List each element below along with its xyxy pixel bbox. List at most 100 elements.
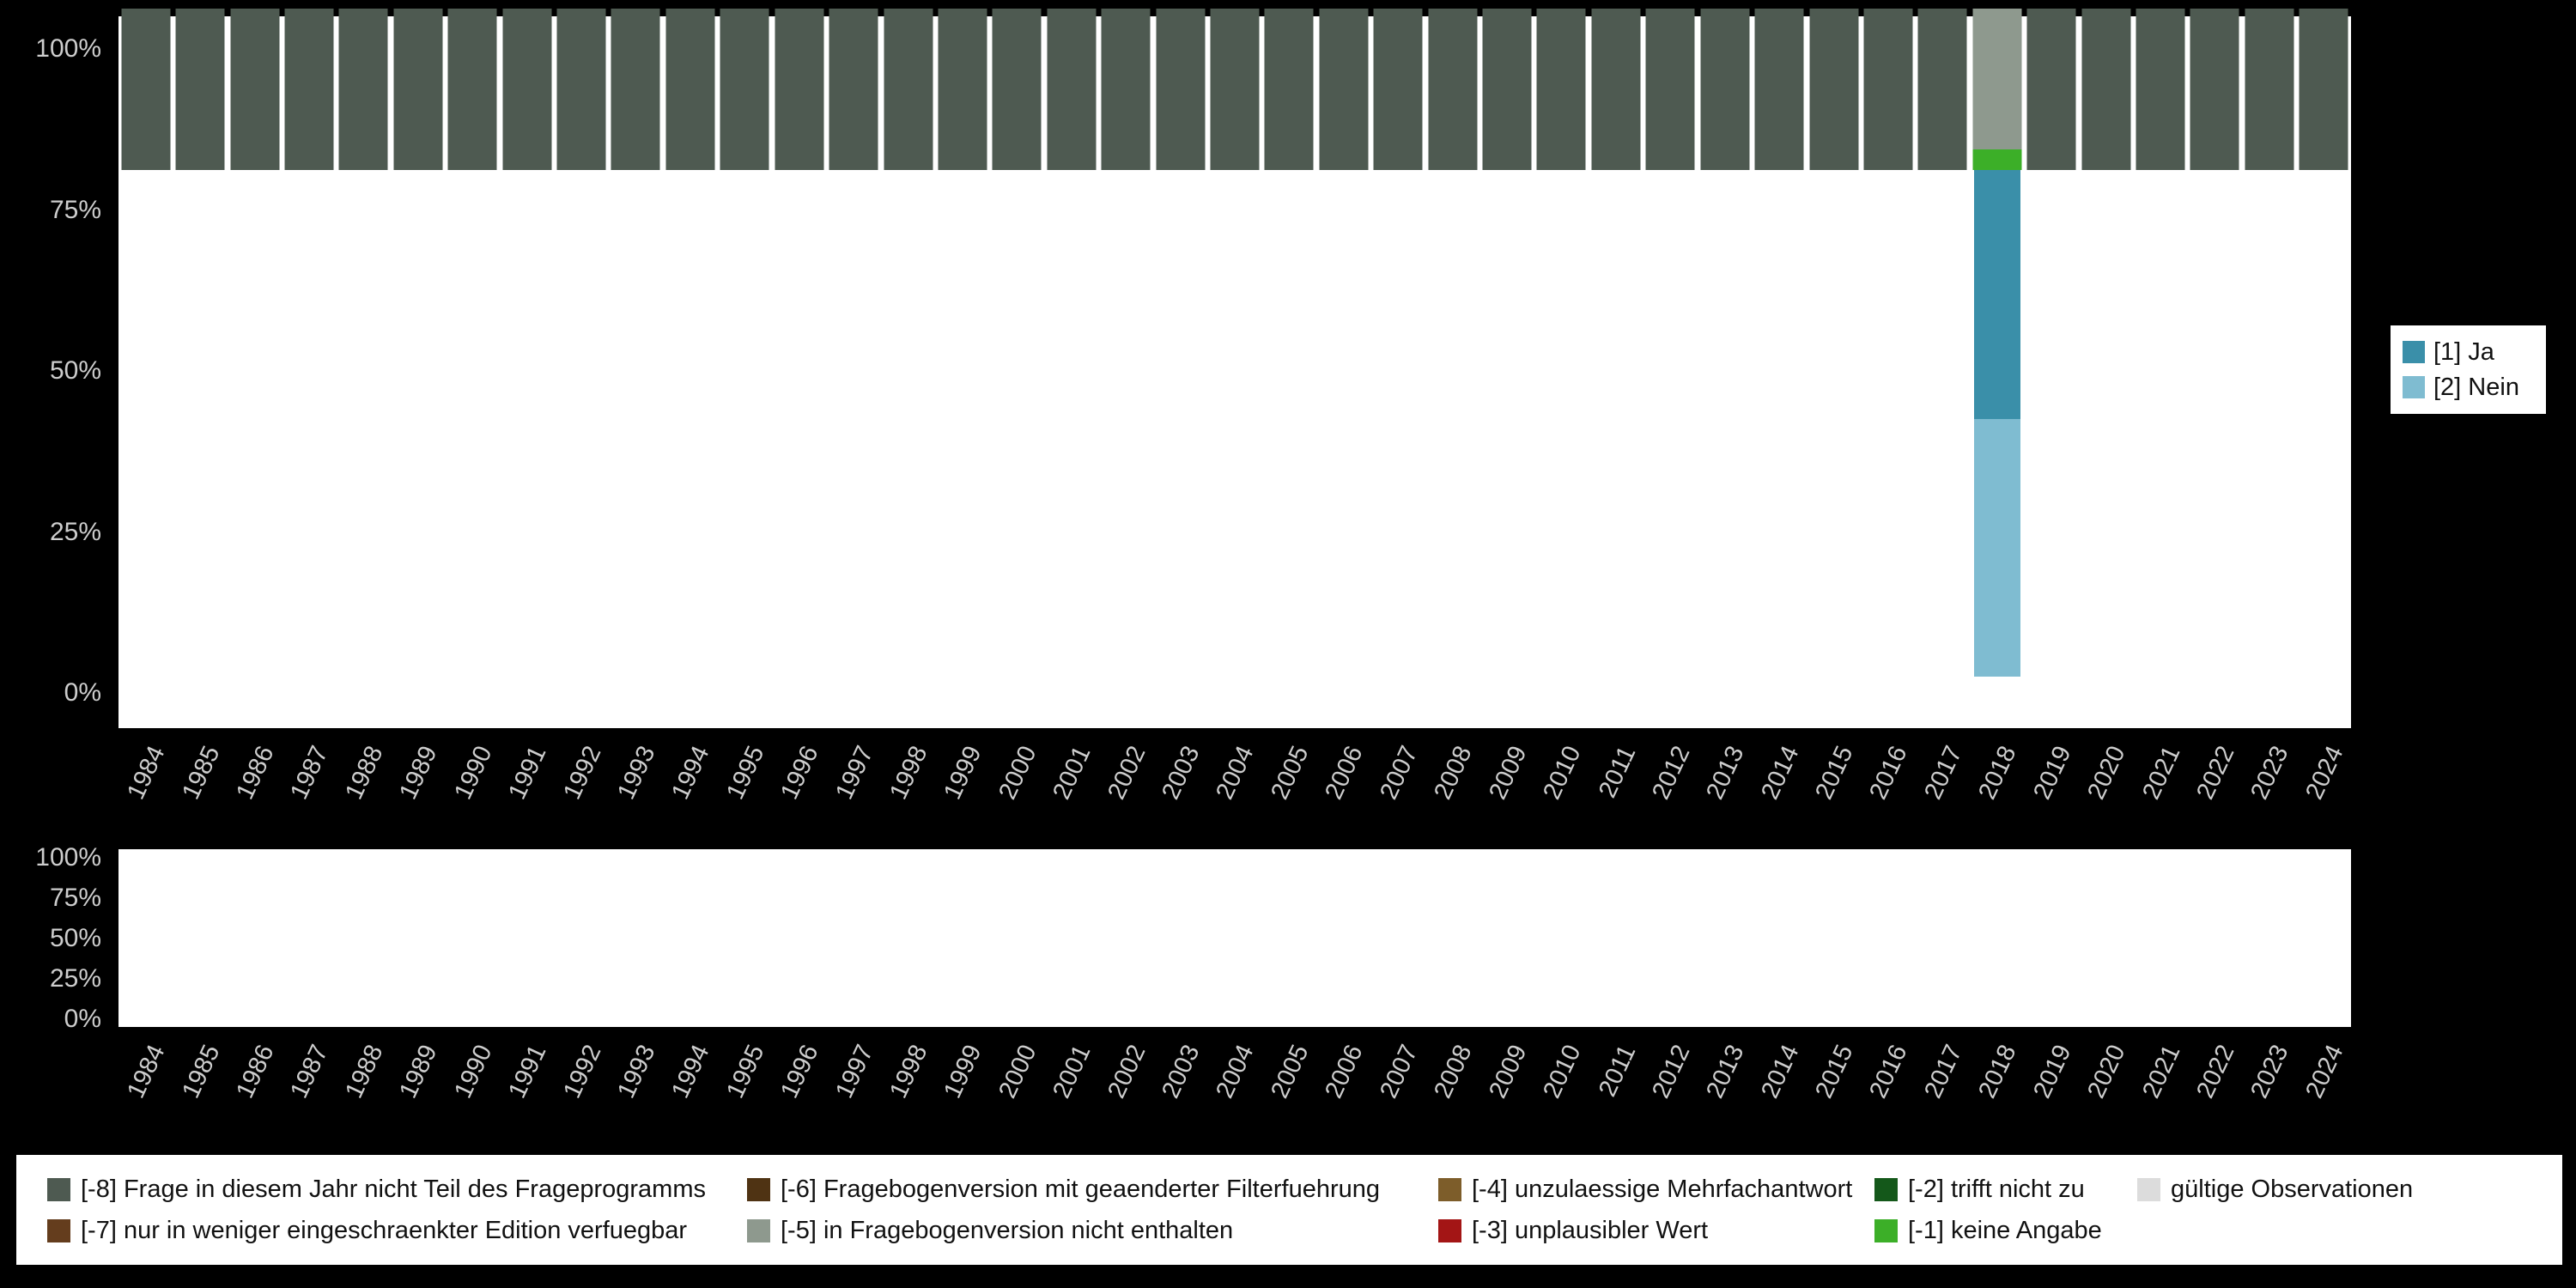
bar-segment bbox=[1754, 9, 1804, 170]
bar-2022 bbox=[2190, 9, 2239, 170]
x-tick-label: 1989 bbox=[394, 1041, 443, 1103]
x-tick-label: 2006 bbox=[1320, 1041, 1369, 1103]
x-tick-label: 2006 bbox=[1320, 742, 1369, 804]
missing-legend-item: [-4] unzulaessige Mehrfachantwort bbox=[1438, 1176, 1874, 1204]
bar-segment bbox=[1210, 9, 1260, 170]
bar-2007 bbox=[1373, 9, 1423, 170]
bar-2018 bbox=[1972, 9, 2022, 170]
missings-plot-area bbox=[118, 849, 2351, 1027]
bar-segment bbox=[1101, 9, 1151, 170]
bar-1995 bbox=[720, 9, 769, 170]
bar-2010 bbox=[1536, 9, 1586, 170]
bar-segment bbox=[992, 9, 1042, 170]
legend-item-nein: [2] Nein bbox=[2403, 374, 2546, 402]
x-tick-label: 1996 bbox=[775, 1041, 824, 1103]
x-tick-label: 1992 bbox=[557, 1041, 607, 1103]
x-tick-label: 2001 bbox=[1048, 742, 1097, 804]
bar-2001 bbox=[1047, 9, 1097, 170]
missing-legend-item: [-5] in Fragebogenversion nicht enthalte… bbox=[747, 1217, 1438, 1245]
x-tick-label: 2009 bbox=[1483, 1041, 1533, 1103]
x-tick-label: 2004 bbox=[1211, 742, 1261, 804]
x-tick-label: 2020 bbox=[2082, 742, 2131, 804]
x-tick-label: 2014 bbox=[1755, 742, 1805, 804]
x-tick-label: 1999 bbox=[939, 742, 987, 804]
x-tick-label: 1990 bbox=[448, 742, 498, 804]
x-tick-label: 1991 bbox=[503, 742, 552, 804]
bar-segment bbox=[1482, 9, 1532, 170]
bar-segment bbox=[1591, 9, 1641, 170]
y-tick-label: 50% bbox=[49, 924, 101, 952]
missing-codes-legend: [-8] Frage in diesem Jahr nicht Teil des… bbox=[16, 1155, 2562, 1265]
bar-segment bbox=[1156, 9, 1206, 170]
x-tick-label: 2022 bbox=[2191, 742, 2240, 804]
bar-1998 bbox=[884, 9, 933, 170]
bar-2013 bbox=[1700, 9, 1750, 170]
missing-legend-item: [-1] keine Angabe bbox=[1874, 1217, 2137, 1245]
x-tick-label: 2017 bbox=[1919, 742, 1968, 804]
bar-2015 bbox=[1809, 9, 1859, 170]
missings-y-axis: 100% 75% 50% 25% 0% bbox=[0, 844, 108, 1033]
x-tick-label: 1987 bbox=[285, 742, 334, 804]
bar-2005 bbox=[1264, 9, 1314, 170]
missing-legend-label: [-3] unplausibler Wert bbox=[1472, 1216, 1709, 1244]
legend-swatch-ja-icon bbox=[2403, 341, 2425, 363]
x-tick-label: 2023 bbox=[2245, 742, 2294, 804]
x-tick-label: 1989 bbox=[394, 742, 443, 804]
missing-legend-swatch-icon bbox=[1438, 1218, 1461, 1242]
missing-legend-item: [-6] Fragebogenversion mit geaenderter F… bbox=[747, 1176, 1438, 1204]
x-tick-label: 2009 bbox=[1483, 742, 1533, 804]
bar-segment bbox=[2136, 9, 2185, 170]
bar-segment bbox=[1047, 9, 1097, 170]
bar-1996 bbox=[775, 9, 824, 170]
x-tick-label: 2021 bbox=[2136, 742, 2186, 804]
bar-2008 bbox=[1428, 9, 1478, 170]
x-tick-label: 2012 bbox=[1647, 742, 1696, 804]
missing-legend-item: [-8] Frage in diesem Jahr nicht Teil des… bbox=[47, 1176, 747, 1204]
x-tick-label: 2019 bbox=[2027, 1041, 2077, 1103]
bar-2000 bbox=[992, 9, 1042, 170]
bar-2004 bbox=[1210, 9, 1260, 170]
bar-segment bbox=[829, 9, 878, 170]
bar-2019 bbox=[2026, 9, 2076, 170]
bar-1993 bbox=[611, 9, 660, 170]
x-tick-label: 1994 bbox=[666, 1041, 715, 1103]
x-tick-label: 2008 bbox=[1429, 742, 1478, 804]
x-tick-label: 2016 bbox=[1864, 1041, 1913, 1103]
bar-2002 bbox=[1101, 9, 1151, 170]
legend-item-ja: [1] Ja bbox=[2403, 338, 2546, 367]
legend-label-nein: [2] Nein bbox=[2433, 373, 2519, 401]
bar-segment bbox=[611, 9, 660, 170]
missing-legend-label: gültige Observationen bbox=[2171, 1175, 2414, 1203]
bar-2016 bbox=[1863, 9, 1913, 170]
bar-2023 bbox=[2245, 9, 2294, 170]
y-tick-label: 0% bbox=[64, 1005, 101, 1033]
x-tick-label: 2023 bbox=[2245, 1041, 2294, 1103]
missing-legend-item: gültige Observationen bbox=[2137, 1176, 2562, 1204]
bar-segment bbox=[1319, 9, 1369, 170]
bar-1994 bbox=[665, 9, 715, 170]
bar-segment bbox=[175, 9, 225, 170]
answers-x-axis: 1984 1985 1986 1987 1988 1989 1990 1991 1992 1993… bbox=[118, 735, 2351, 864]
bar-2020 bbox=[2081, 9, 2131, 170]
x-tick-label: 1991 bbox=[503, 1041, 552, 1103]
bar-1988 bbox=[338, 9, 388, 170]
y-tick-label: 25% bbox=[49, 517, 101, 546]
x-tick-label: 1997 bbox=[829, 742, 879, 804]
bar-2021 bbox=[2136, 9, 2185, 170]
x-tick-label: 2005 bbox=[1266, 1041, 1315, 1103]
x-tick-label: 2011 bbox=[1593, 742, 1641, 803]
x-tick-label: 1992 bbox=[557, 742, 607, 804]
bar-1989 bbox=[393, 9, 443, 170]
bar-segment bbox=[1264, 9, 1314, 170]
missing-legend-label: [-8] Frage in diesem Jahr nicht Teil des… bbox=[81, 1175, 706, 1203]
missing-legend-swatch-icon bbox=[747, 1177, 770, 1201]
bar-segment bbox=[2245, 9, 2294, 170]
bar-segment bbox=[938, 9, 987, 170]
bar-segment bbox=[1536, 9, 1586, 170]
x-tick-label: 2013 bbox=[1701, 742, 1750, 804]
missing-legend-item: [-7] nur in weniger eingeschraenkter Edi… bbox=[47, 1217, 747, 1245]
x-tick-label: 2008 bbox=[1429, 1041, 1478, 1103]
x-tick-label: 2007 bbox=[1374, 742, 1424, 804]
missing-legend-swatch-icon bbox=[2137, 1177, 2160, 1201]
bar-segment bbox=[502, 9, 552, 170]
